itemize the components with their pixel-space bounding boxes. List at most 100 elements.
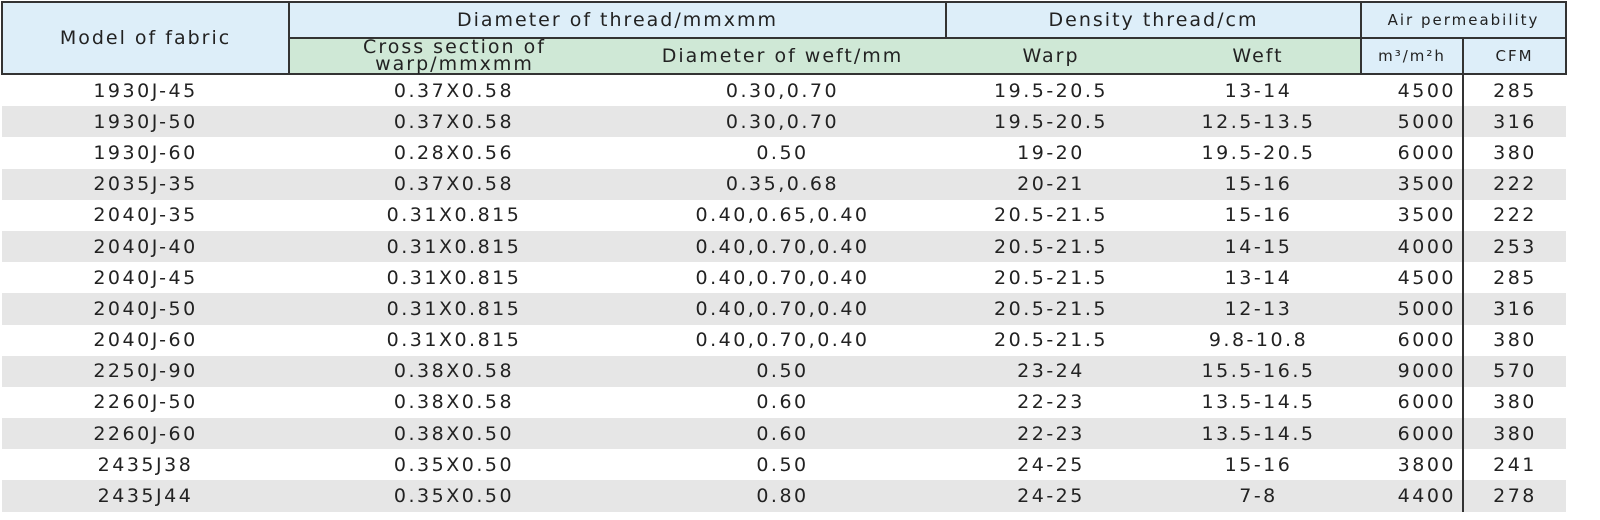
- header-weft: Weft: [1156, 37, 1363, 75]
- cell-m3h: 4500: [1361, 74, 1465, 107]
- cell-cross-section: 0.31X0.815: [289, 293, 619, 325]
- cell-weft: 15-16: [1156, 168, 1362, 200]
- table-row: 2435J44 0.35X0.50 0.80 24-25 7-8 4400 278: [2, 480, 1567, 512]
- cell-weft: 19.5-20.5: [1201, 141, 1316, 164]
- cell-diameter-weft: 0.50: [756, 141, 809, 164]
- cell-weft: 14-15: [1156, 230, 1362, 263]
- cell-cfm: 278: [1463, 480, 1567, 512]
- cell-model: 2260J-60: [2, 418, 289, 450]
- cell-model: 2435J44: [2, 480, 289, 512]
- cell-weft: 13.5-14.5: [1201, 391, 1316, 414]
- cell-cross-section: 0.35X0.50: [393, 453, 515, 476]
- cell-model: 2260J-50: [93, 391, 198, 414]
- cell-warp: 20.5-21.5: [946, 230, 1156, 263]
- cell-cfm: 570: [1463, 355, 1567, 387]
- cell-m3h: 5000: [1361, 293, 1465, 325]
- table-row: 2040J-35 0.31X0.815 0.40,0.65,0.40 20.5-21.…: [2, 199, 1566, 231]
- cell-m3h: 9000: [1361, 355, 1465, 387]
- cell-cross-section: 0.37X0.58: [393, 79, 515, 102]
- cell-model: 2040J-50: [2, 293, 289, 325]
- cell-warp: 23-24: [946, 355, 1156, 387]
- cell-m3h: 3500: [1361, 199, 1465, 231]
- cell-m3h: 5000: [1361, 106, 1465, 138]
- cell-cfm: 380: [1463, 418, 1567, 450]
- cell-cross-section: 0.37X0.58: [289, 168, 619, 200]
- cell-diameter-weft: 0.40,0.70,0.40: [619, 293, 946, 325]
- cell-diameter-weft: 0.30,0.70: [725, 79, 840, 102]
- cell-model: 2040J-45: [93, 266, 198, 289]
- cell-cross-section: 0.38X0.58: [393, 391, 515, 414]
- cell-cross-section: 0.31X0.815: [386, 329, 522, 352]
- fabric-spec-table: Model of fabric Diameter of thread/mmxmm…: [1, 1, 1568, 512]
- cell-model: 2250J-90: [2, 355, 289, 387]
- table-row: 2250J-90 0.38X0.58 0.50 23-24 15.5-16.5 9000 5…: [2, 355, 1567, 387]
- cell-weft: 9.8-10.8: [1208, 329, 1309, 352]
- table-row: 2040J-45 0.31X0.815 0.40,0.70,0.40 20.5-21.…: [2, 262, 1566, 294]
- cell-diameter-weft: 0.50: [619, 355, 946, 387]
- header-air-permeability: Air permeability: [1360, 1, 1568, 39]
- header-model: Model of fabric: [1, 1, 290, 75]
- cell-model: 2040J-35: [93, 204, 198, 227]
- cell-warp: 24-25: [1017, 453, 1085, 476]
- cell-diameter-weft: 0.40,0.70,0.40: [695, 266, 870, 289]
- cell-cfm: 380: [1493, 391, 1537, 414]
- cell-warp: 22-23: [946, 418, 1156, 450]
- cell-m3h: 3500: [1361, 168, 1465, 200]
- header-m3: m³/m²h: [1360, 37, 1465, 75]
- header-density: Density thread/cm: [944, 1, 1363, 39]
- table-row: 1930J-50 0.37X0.58 0.30,0.70 19.5-20.5 12.5-…: [2, 106, 1567, 138]
- cell-cfm: 316: [1463, 106, 1567, 138]
- cell-cross-section: 0.31X0.815: [386, 266, 522, 289]
- cell-weft: 15.5-16.5: [1156, 355, 1362, 387]
- cell-diameter-weft: 0.60: [619, 418, 946, 450]
- cell-weft: 13-14: [1224, 79, 1293, 102]
- cell-weft: 12-13: [1156, 293, 1362, 325]
- cell-m3h: 6000: [1361, 418, 1465, 450]
- header-cfm: CFM: [1462, 37, 1568, 75]
- cell-model: 2040J-40: [2, 230, 289, 263]
- header-warp: Warp: [946, 37, 1156, 75]
- header-cross-section: Cross section of warp/mmxmm: [288, 37, 619, 75]
- cell-warp: 19-20: [1017, 141, 1085, 164]
- cell-m3h: 6000: [1361, 324, 1465, 356]
- table-row: 1930J-60 0.28X0.56 0.50 19-20 19.5-20.5 6000 3…: [2, 137, 1566, 169]
- cell-diameter-weft: 0.30,0.70: [619, 106, 946, 138]
- cell-cfm: 285: [1493, 266, 1537, 289]
- cell-warp: 20.5-21.5: [946, 293, 1156, 325]
- cell-diameter-weft: 0.60: [756, 391, 809, 414]
- header-diameter: Diameter of thread/mmxmm: [288, 1, 947, 39]
- table-row: 2260J-50 0.38X0.58 0.60 22-23 13.5-14.5 6000 3…: [2, 386, 1566, 419]
- cell-diameter-weft: 0.80: [619, 480, 946, 512]
- table-row: 1930J-45 0.37X0.58 0.30,0.70 19.5-20.5 13-14…: [2, 74, 1566, 107]
- cell-cfm: 222: [1493, 204, 1537, 227]
- cell-m3h: 4000: [1361, 230, 1465, 263]
- cell-diameter-weft: 0.40,0.65,0.40: [695, 204, 870, 227]
- cell-model: 2035J-35: [2, 168, 289, 200]
- cell-warp: 20.5-21.5: [994, 266, 1108, 289]
- table-row: 2260J-60 0.38X0.50 0.60 22-23 13.5-14.5 6000 3…: [2, 418, 1567, 450]
- table-row: 2435J38 0.35X0.50 0.50 24-25 15-16 3800 241: [2, 449, 1566, 481]
- table-row: 2040J-50 0.31X0.815 0.40,0.70,0.40 20.5-21.…: [2, 293, 1567, 325]
- cell-diameter-weft: 0.50: [756, 453, 809, 476]
- cell-cross-section: 0.37X0.58: [289, 106, 619, 138]
- cell-diameter-weft: 0.40,0.70,0.40: [619, 230, 946, 263]
- cell-model: 1930J-50: [2, 106, 289, 138]
- cell-weft: 12.5-13.5: [1156, 106, 1362, 138]
- cell-cfm: 380: [1493, 329, 1537, 352]
- cell-model: 1930J-60: [93, 141, 198, 164]
- cell-diameter-weft: 0.35,0.68: [619, 168, 946, 200]
- cell-cross-section: 0.31X0.815: [289, 230, 619, 263]
- cell-model: 2435J38: [97, 453, 194, 476]
- table-row: 2040J-40 0.31X0.815 0.40,0.70,0.40 20.5-21.…: [2, 230, 1567, 263]
- cell-weft: 15-16: [1224, 453, 1293, 476]
- cell-weft: 13.5-14.5: [1156, 418, 1362, 450]
- cell-m3h: 6000: [1361, 137, 1465, 169]
- cell-m3h: 3800: [1361, 449, 1465, 481]
- cell-warp: 19.5-20.5: [994, 79, 1108, 102]
- cell-diameter-weft: 0.40,0.70,0.40: [695, 329, 870, 352]
- cell-cross-section: 0.28X0.56: [393, 141, 515, 164]
- cell-weft: 7-8: [1156, 480, 1362, 512]
- cell-m3h: 4400: [1361, 480, 1465, 512]
- cell-m3h: 6000: [1361, 386, 1465, 419]
- cell-cross-section: 0.38X0.50: [289, 418, 619, 450]
